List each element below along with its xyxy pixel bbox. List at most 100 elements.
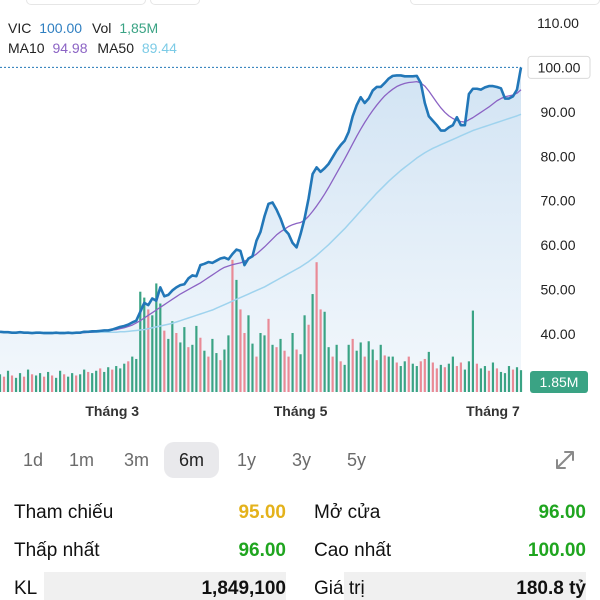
current-volume-tag xyxy=(530,371,588,393)
volume-bar xyxy=(67,376,70,392)
volume-bar xyxy=(287,356,290,392)
volume-bar xyxy=(355,350,358,392)
volume-bar xyxy=(415,366,418,392)
current-price-tag-label: 100.00 xyxy=(538,59,581,75)
volume-bar xyxy=(191,344,194,392)
volume-bar xyxy=(299,354,302,392)
range-tab-1y[interactable]: 1y xyxy=(236,450,256,470)
volume-bar xyxy=(363,356,366,392)
volume-value: 1,849,100 xyxy=(140,572,286,600)
volume-bar xyxy=(51,375,54,392)
volume-bar xyxy=(491,362,495,392)
open-price-value: 96.00 xyxy=(538,502,586,523)
volume-bar xyxy=(407,356,410,392)
volume-bar xyxy=(99,368,102,392)
volume-bar xyxy=(38,373,42,392)
volume-bar xyxy=(71,373,74,392)
range-tab-5y[interactable]: 5y xyxy=(346,450,366,470)
volume-bar xyxy=(22,376,26,392)
volume-bar xyxy=(195,325,198,392)
volume-bar xyxy=(63,374,66,392)
range-tab-3m[interactable]: 3m xyxy=(123,450,149,470)
volume-bar xyxy=(135,358,138,392)
volume-bar xyxy=(399,366,402,392)
volume-bar xyxy=(175,333,178,392)
volume-bar xyxy=(211,338,214,392)
volume-bar xyxy=(171,321,174,392)
legend-price-value: 100.00 xyxy=(39,20,83,36)
price-chart[interactable]: 110.00 90.00 80.00 70.00 60.00 50.00 40.00 100.… xyxy=(0,0,600,430)
volume-bar xyxy=(83,369,86,392)
legend-vol-label: Vol xyxy=(91,20,112,36)
volume-bar xyxy=(139,291,142,392)
volume-bar xyxy=(2,376,6,392)
high-price-value: 100.00 xyxy=(527,540,586,561)
volume-bar xyxy=(151,315,154,392)
volume-bar xyxy=(431,362,434,392)
volume-bar xyxy=(335,344,338,392)
volume-bar xyxy=(347,344,350,392)
range-tab-1d[interactable]: 1d xyxy=(22,450,44,470)
range-tab-3y[interactable]: 3y xyxy=(291,450,311,470)
volume-bar xyxy=(18,373,22,392)
volume-bar xyxy=(219,360,222,392)
volume-bar xyxy=(315,262,318,392)
volume-bar xyxy=(495,368,499,392)
y-tick-label: 90.00 xyxy=(540,104,575,120)
volume-bar xyxy=(223,349,226,392)
volume-bar xyxy=(59,370,62,392)
volume-bar xyxy=(0,374,2,392)
volume-bar xyxy=(267,318,270,392)
volume-bar xyxy=(155,283,158,392)
volume-bar xyxy=(311,294,314,392)
volume-bar xyxy=(123,363,126,392)
volume-bar xyxy=(479,368,483,392)
volume-bar xyxy=(183,327,186,392)
volume-bar xyxy=(147,309,150,392)
volume-bar xyxy=(459,362,462,392)
volume-bar xyxy=(499,371,503,392)
volume-bar xyxy=(423,358,426,392)
volume-bar xyxy=(303,315,306,392)
volume-bar xyxy=(283,350,286,392)
volume-bar xyxy=(471,310,474,392)
price-line xyxy=(0,67,523,335)
stat-row: Tham chiếu 95.00 Mở cửa 96.00 xyxy=(0,496,600,530)
volume-bar xyxy=(359,342,362,392)
volume-bar xyxy=(75,375,78,392)
volume-bar xyxy=(103,371,106,392)
legend-moving-averages: MA10 94.98 MA50 89.44 xyxy=(8,40,183,56)
expand-icon[interactable] xyxy=(552,447,578,473)
volume-bar xyxy=(387,356,390,392)
volume-bar xyxy=(475,363,479,392)
volume-bar xyxy=(307,324,310,392)
volume-bar xyxy=(42,376,46,392)
volume-bar xyxy=(119,368,122,392)
volume-bar xyxy=(187,347,190,392)
y-tick-label: 40.00 xyxy=(540,326,575,342)
volume-bar xyxy=(259,333,262,392)
y-tick-label: 110.00 xyxy=(537,15,579,31)
x-tick-label: Tháng 3 xyxy=(85,403,139,419)
volume-bar xyxy=(207,356,210,392)
volume-bar xyxy=(275,347,278,392)
volume-bar xyxy=(247,315,250,392)
volume-bar xyxy=(351,338,354,392)
volume-bar xyxy=(263,335,266,392)
range-tab-6m[interactable]: 6m xyxy=(164,442,219,478)
volume-bar xyxy=(179,342,182,392)
volume-bar xyxy=(435,368,438,392)
y-tick-label: 70.00 xyxy=(540,193,575,209)
y-tick-label: 60.00 xyxy=(540,237,575,253)
y-tick-label: 50.00 xyxy=(540,282,575,298)
x-tick-label: Tháng 7 xyxy=(466,403,520,419)
y-tick-label: 80.00 xyxy=(540,148,575,164)
volume-bar xyxy=(199,337,202,392)
low-price-label: Thấp nhất xyxy=(14,540,100,561)
range-tab-1m[interactable]: 1m xyxy=(68,450,94,470)
current-price-tag xyxy=(527,55,591,79)
time-range-selector: 1d 1m 3m 6m 1y 3y 5y xyxy=(12,439,588,481)
volume-bar xyxy=(487,370,491,392)
volume-bar xyxy=(503,373,507,392)
volume-bar xyxy=(6,370,10,392)
